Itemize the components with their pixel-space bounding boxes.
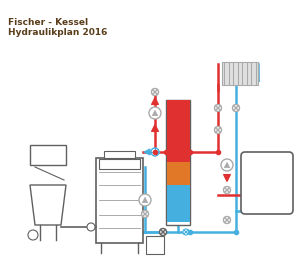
Text: Fischer - Kessel: Fischer - Kessel (8, 18, 88, 27)
Bar (99, 159, 140, 169)
Bar (167, 185, 190, 222)
Bar (167, 162, 190, 185)
Polygon shape (30, 185, 66, 225)
Circle shape (224, 217, 230, 223)
Circle shape (224, 186, 230, 194)
Bar (104, 151, 135, 158)
Bar (30, 145, 66, 165)
Circle shape (152, 88, 158, 95)
Polygon shape (142, 197, 148, 203)
Polygon shape (152, 124, 158, 131)
Circle shape (183, 229, 189, 235)
Bar (96, 158, 143, 243)
Circle shape (221, 159, 233, 171)
Polygon shape (224, 174, 230, 182)
Circle shape (139, 194, 151, 206)
Circle shape (28, 230, 38, 240)
Bar (167, 100, 190, 162)
Circle shape (151, 148, 159, 156)
Text: Hydraulikplan 2016: Hydraulikplan 2016 (8, 28, 107, 37)
Polygon shape (144, 149, 150, 155)
Polygon shape (152, 97, 158, 105)
Circle shape (214, 126, 221, 133)
Polygon shape (224, 162, 230, 168)
Bar (146, 236, 164, 254)
Circle shape (214, 105, 221, 112)
Circle shape (87, 223, 95, 231)
Bar (166, 100, 190, 225)
Circle shape (232, 105, 239, 112)
Circle shape (160, 229, 167, 235)
Polygon shape (152, 110, 158, 116)
FancyBboxPatch shape (241, 152, 293, 214)
Circle shape (149, 107, 161, 119)
Bar (222, 62, 258, 85)
Circle shape (142, 210, 148, 218)
